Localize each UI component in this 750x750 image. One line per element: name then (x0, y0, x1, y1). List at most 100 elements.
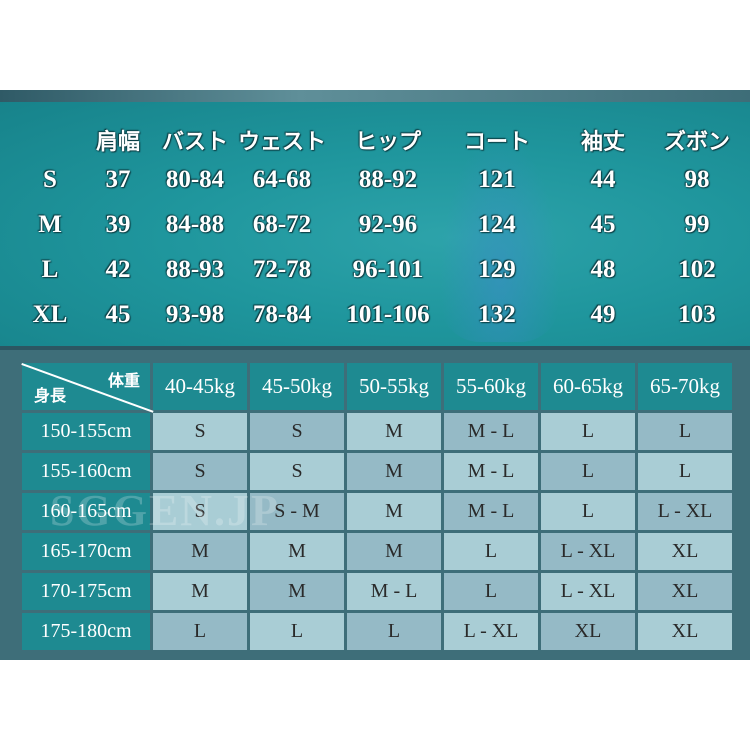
size-cell: M - L (444, 453, 538, 490)
column-header: コート (463, 130, 531, 155)
height-label-cell: 160-165cm (22, 493, 150, 530)
divider (0, 346, 750, 350)
size-cell: M (250, 573, 344, 610)
size-cell: M (153, 573, 247, 610)
measurement-value: 88-93 (165, 256, 225, 283)
size-cell: L (444, 573, 538, 610)
weight-header: 60-65kg (541, 363, 635, 410)
size-cell: M - L (347, 573, 441, 610)
measurement-value: 37 (105, 166, 131, 193)
measurement-value: 68-72 (252, 211, 312, 238)
size-label: L (41, 256, 59, 283)
size-cell: XL (638, 573, 732, 610)
measurement-value: 45 (590, 211, 616, 238)
measurement-value: 42 (105, 256, 131, 283)
size-cell: M (153, 533, 247, 570)
size-cell: L (541, 493, 635, 530)
size-cell: L - XL (541, 573, 635, 610)
dragon-decoration (440, 132, 560, 342)
measurement-value: 132 (478, 301, 516, 328)
size-cell: M - L (444, 493, 538, 530)
size-label: S (43, 166, 57, 193)
weight-label: 体重 (107, 371, 140, 390)
size-cell: L (541, 453, 635, 490)
size-cell: M (347, 493, 441, 530)
size-cell: S - M (250, 493, 344, 530)
measurement-value: 49 (590, 301, 616, 328)
height-label-cell: 150-155cm (22, 413, 150, 450)
size-guide-table: 体重 身長 40-45kg 45-50kg 50-55kg 55-60kg 60-65k… (19, 360, 735, 653)
measurement-value: 84-88 (165, 211, 225, 238)
corner-header: 体重 身長 (21, 363, 154, 413)
measurement-value: 121 (478, 166, 516, 193)
column-header: ヒップ (354, 130, 422, 155)
size-cell: L - XL (444, 613, 538, 650)
measurement-value: 39 (105, 211, 131, 238)
measurement-value: 98 (684, 166, 710, 193)
height-label-cell: 165-170cm (22, 533, 150, 570)
height-label: 身長 (34, 386, 67, 405)
measurement-value: 124 (478, 211, 516, 238)
size-cell: M (250, 533, 344, 570)
measurement-value: 93-98 (165, 301, 225, 328)
top-band (0, 90, 750, 102)
size-cell: S (153, 493, 247, 530)
size-cell: M (347, 533, 441, 570)
size-cell: L (250, 613, 344, 650)
size-cell: S (250, 453, 344, 490)
measurement-value: 80-84 (165, 166, 225, 193)
measurement-panel (0, 102, 750, 348)
height-label-cell: 175-180cm (22, 613, 150, 650)
size-cell: L - XL (541, 533, 635, 570)
measurement-value: 103 (678, 301, 716, 328)
weight-header: 55-60kg (444, 363, 538, 410)
size-cell: XL (638, 533, 732, 570)
size-label: XL (32, 301, 68, 328)
column-header: 肩幅 (95, 130, 141, 155)
measurement-value: 64-68 (252, 166, 312, 193)
size-cell: L (638, 453, 732, 490)
measurement-value: 48 (590, 256, 616, 283)
measurement-value: 96-101 (352, 256, 424, 283)
table-row: 175-180cm L L L L - XL XL XL (22, 613, 732, 650)
size-cell: L (153, 613, 247, 650)
measurement-value: 44 (590, 166, 616, 193)
size-cell: XL (541, 613, 635, 650)
measurement-value: 102 (678, 256, 716, 283)
size-cell: L (347, 613, 441, 650)
weight-header: 40-45kg (153, 363, 247, 410)
height-label-cell: 170-175cm (22, 573, 150, 610)
measurement-value: 99 (684, 211, 710, 238)
measurement-value: 101-106 (346, 301, 430, 328)
table-row: 165-170cm M M M L L - XL XL (22, 533, 732, 570)
column-header: バスト (161, 130, 229, 155)
measurement-value: 78-84 (252, 301, 312, 328)
measurement-value: 72-78 (252, 256, 312, 283)
measurement-value: 88-92 (358, 166, 418, 193)
size-cell: L (638, 413, 732, 450)
measurement-value: 129 (478, 256, 516, 283)
weight-header: 45-50kg (250, 363, 344, 410)
size-cell: S (250, 413, 344, 450)
size-cell: L (444, 533, 538, 570)
size-cell: L (541, 413, 635, 450)
size-cell: M (347, 413, 441, 450)
weight-header: 50-55kg (347, 363, 441, 410)
column-header: ウェスト (237, 130, 327, 155)
size-cell: S (153, 413, 247, 450)
measurement-value: 92-96 (358, 211, 418, 238)
measurement-value: 45 (105, 301, 131, 328)
weight-header: 65-70kg (638, 363, 732, 410)
size-cell: S (153, 453, 247, 490)
size-cell: M (347, 453, 441, 490)
size-label: M (38, 211, 62, 238)
size-cell: L - XL (638, 493, 732, 530)
column-header: 袖丈 (580, 130, 626, 155)
height-label-cell: 155-160cm (22, 453, 150, 490)
column-header: ズボン (663, 130, 731, 155)
size-cell: XL (638, 613, 732, 650)
